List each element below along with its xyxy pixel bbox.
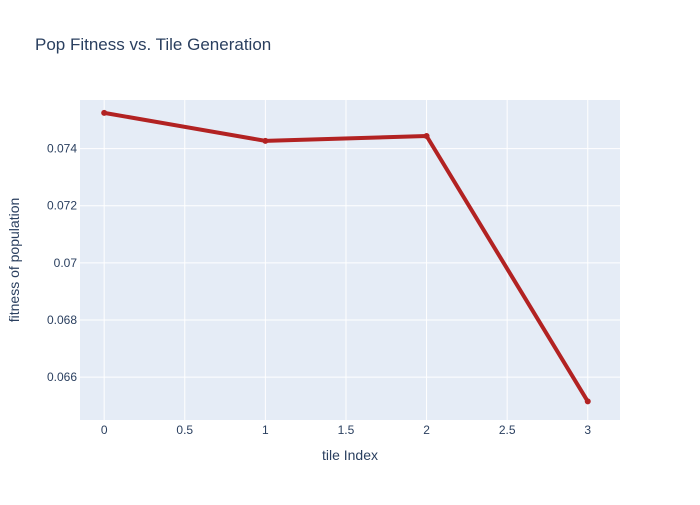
plot-area <box>80 100 620 420</box>
data-point[interactable] <box>101 109 108 116</box>
chart-title: Pop Fitness vs. Tile Generation <box>35 35 271 54</box>
data-point[interactable] <box>584 398 591 405</box>
x-tick-label: 0 <box>101 423 108 437</box>
gridlines <box>80 100 620 420</box>
x-tick-label: 1.5 <box>338 423 355 437</box>
y-tick-label: 0.07 <box>54 256 78 270</box>
series-layer <box>101 109 591 405</box>
series-line <box>102 110 590 404</box>
x-tick-label: 0.5 <box>176 423 193 437</box>
x-axis-title: tile Index <box>322 447 378 463</box>
x-tick-label: 2 <box>423 423 430 437</box>
y-tick-label: 0.072 <box>47 199 77 213</box>
y-tick-label: 0.068 <box>47 313 77 327</box>
x-tick-label: 3 <box>584 423 591 437</box>
data-point[interactable] <box>423 133 430 139</box>
y-tick-label: 0.066 <box>47 370 77 384</box>
tick-labels: 0 0.5 1 1.5 2 2.5 3 0.066 0.068 0.07 0.072 0.074 <box>47 142 591 437</box>
data-point[interactable] <box>262 137 269 144</box>
x-tick-label: 1 <box>262 423 269 437</box>
x-tick-label: 2.5 <box>499 423 516 437</box>
y-tick-label: 0.074 <box>47 142 77 156</box>
y-axis-title: fitness of population <box>6 198 22 323</box>
